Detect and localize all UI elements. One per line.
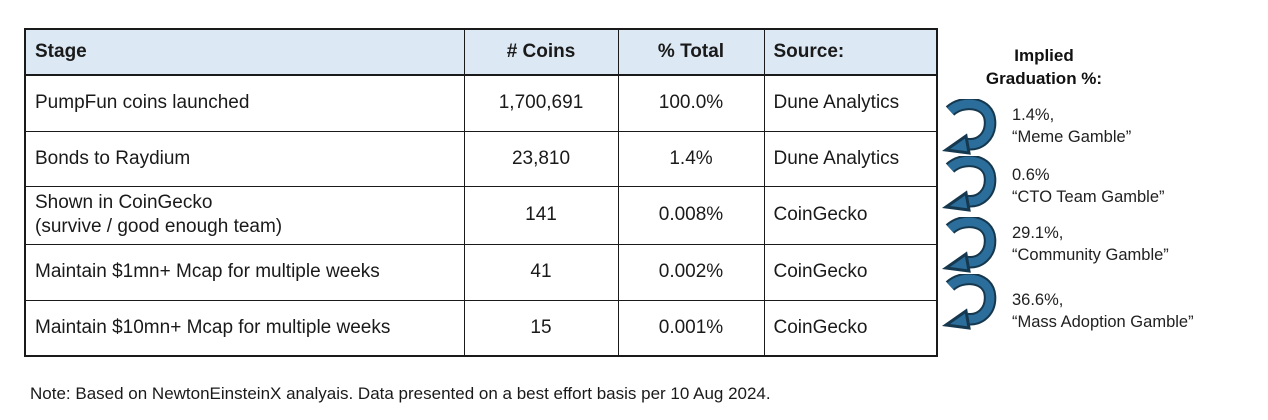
cell-source: CoinGecko: [763, 299, 938, 357]
column-header-stage: Stage: [24, 28, 465, 76]
footnote: Note: Based on NewtonEinsteinX analyais.…: [30, 384, 771, 403]
graduation-name: “Meme Gamble”: [1012, 128, 1132, 146]
table-row: Maintain $1mn+ Mcap for multiple weeks 4…: [24, 243, 938, 301]
curved-arrow-icon: [941, 274, 997, 330]
cell-pct: 0.008%: [617, 185, 765, 245]
table-row: PumpFun coins launched 1,700,691 100.0% …: [24, 74, 938, 132]
cell-stage: PumpFun coins launched: [24, 74, 465, 132]
table-row: Bonds to Raydium 23,810 1.4% Dune Analyt…: [24, 130, 938, 187]
funnel-table-container: Stage # Coins % Total Source: PumpFun co…: [24, 28, 938, 357]
cell-source: CoinGecko: [763, 185, 938, 245]
cell-stage-line2: (survive / good enough team): [35, 216, 283, 237]
cell-stage: Maintain $10mn+ Mcap for multiple weeks: [24, 299, 465, 357]
implied-graduation-title: Implied Graduation %:: [956, 44, 1132, 90]
graduation-annotation: 1.4%, “Meme Gamble”: [1012, 104, 1131, 148]
graduation-name: “Community Gamble”: [1012, 246, 1169, 264]
graduation-name: “Mass Adoption Gamble”: [1012, 313, 1194, 331]
graduation-pct: 1.4%,: [1012, 106, 1055, 124]
column-header-coins: # Coins: [463, 28, 619, 76]
cell-coins: 15: [463, 299, 619, 357]
cell-pct: 0.002%: [617, 243, 765, 301]
implied-graduation-title-line2: Graduation %:: [985, 69, 1103, 88]
table-row: Shown in CoinGecko (survive / good enoug…: [24, 185, 938, 245]
graduation-annotation: 0.6% “CTO Team Gamble”: [1012, 164, 1165, 208]
table-row: Maintain $10mn+ Mcap for multiple weeks …: [24, 299, 938, 357]
cell-source: Dune Analytics: [763, 130, 938, 187]
graduation-pct: 0.6%: [1012, 166, 1050, 184]
graduation-pct: 36.6%,: [1012, 291, 1064, 309]
cell-stage: Shown in CoinGecko (survive / good enoug…: [24, 185, 465, 245]
cell-stage-line1: Shown in CoinGecko: [35, 192, 213, 213]
implied-graduation-title-line1: Implied: [1014, 46, 1074, 65]
cell-coins: 41: [463, 243, 619, 301]
cell-pct: 0.001%: [617, 299, 765, 357]
column-header-source: Source:: [763, 28, 938, 76]
cell-stage: Maintain $1mn+ Mcap for multiple weeks: [24, 243, 465, 301]
graduation-annotation: 29.1%, “Community Gamble”: [1012, 222, 1169, 266]
cell-pct: 100.0%: [617, 74, 765, 132]
cell-stage: Bonds to Raydium: [24, 130, 465, 187]
column-header-pct: % Total: [617, 28, 765, 76]
table-header-row: Stage # Coins % Total Source:: [24, 28, 938, 76]
curved-arrow-icon: [941, 99, 997, 155]
cell-source: CoinGecko: [763, 243, 938, 301]
graduation-pct: 29.1%,: [1012, 224, 1064, 242]
cell-coins: 1,700,691: [463, 74, 619, 132]
cell-coins: 23,810: [463, 130, 619, 187]
cell-pct: 1.4%: [617, 130, 765, 187]
curved-arrow-icon: [941, 156, 997, 212]
cell-source: Dune Analytics: [763, 74, 938, 132]
funnel-table: Stage # Coins % Total Source: PumpFun co…: [24, 28, 938, 357]
cell-coins: 141: [463, 185, 619, 245]
graduation-name: “CTO Team Gamble”: [1012, 188, 1165, 206]
curved-arrow-icon: [941, 217, 997, 273]
graduation-annotation: 36.6%, “Mass Adoption Gamble”: [1012, 289, 1194, 333]
